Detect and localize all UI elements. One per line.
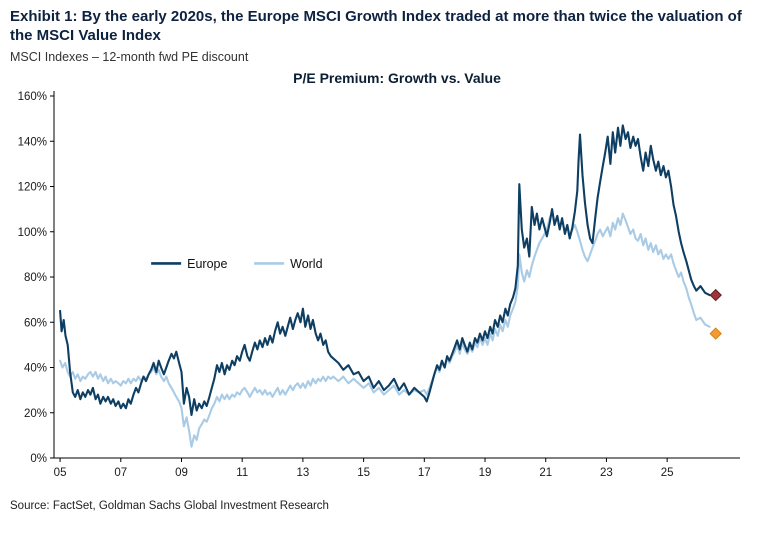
series-line-world: [59, 210, 711, 448]
x-tick-label: 21: [539, 467, 552, 479]
x-tick-label: 19: [479, 467, 492, 479]
chart-svg: P/E Premium: Growth vs. Value 0% 20% 40% 60%…: [18, 70, 740, 479]
exhibit-header: Exhibit 1: By the early 2020s, the Europ…: [0, 0, 760, 64]
y-tick-label: 140%: [18, 136, 47, 148]
x-tick-label: 11: [236, 467, 248, 479]
y-tick-label: 0%: [30, 453, 47, 465]
y-tick-label: 40%: [24, 362, 47, 374]
x-tick-label: 25: [661, 467, 674, 479]
x-tick-label: 17: [418, 467, 431, 479]
x-tick-label: 15: [357, 467, 370, 479]
exhibit-title: Exhibit 1: By the early 2020s, the Europ…: [10, 8, 742, 44]
y-tick-label: 20%: [24, 408, 47, 420]
x-tick-label: 23: [600, 467, 613, 479]
series-line-europe: [59, 124, 711, 416]
x-tick-label: 09: [175, 467, 188, 479]
legend-label-world: World: [290, 257, 322, 271]
x-tick-label: 13: [297, 467, 310, 479]
x-tick-label: 07: [114, 467, 127, 479]
source-text: Source: FactSet, Goldman Sachs Global In…: [10, 499, 329, 512]
legend-label-europe: Europe: [187, 257, 227, 271]
x-tick-label: 05: [54, 467, 67, 479]
end-marker-world: [709, 327, 722, 340]
y-tick-label: 120%: [18, 181, 47, 193]
chart-area: P/E Premium: Growth vs. Value 0% 20% 40% 60%…: [0, 66, 760, 498]
y-tick-label: 60%: [24, 317, 47, 329]
end-marker-europe: [709, 288, 722, 302]
y-tick-label: 160%: [18, 91, 47, 103]
chart-title: P/E Premium: Growth vs. Value: [293, 70, 501, 86]
y-tick-label: 80%: [24, 272, 47, 284]
y-tick-label: 100%: [18, 227, 47, 239]
exhibit-subtitle: MSCI Indexes – 12-month fwd PE discount: [10, 49, 249, 64]
